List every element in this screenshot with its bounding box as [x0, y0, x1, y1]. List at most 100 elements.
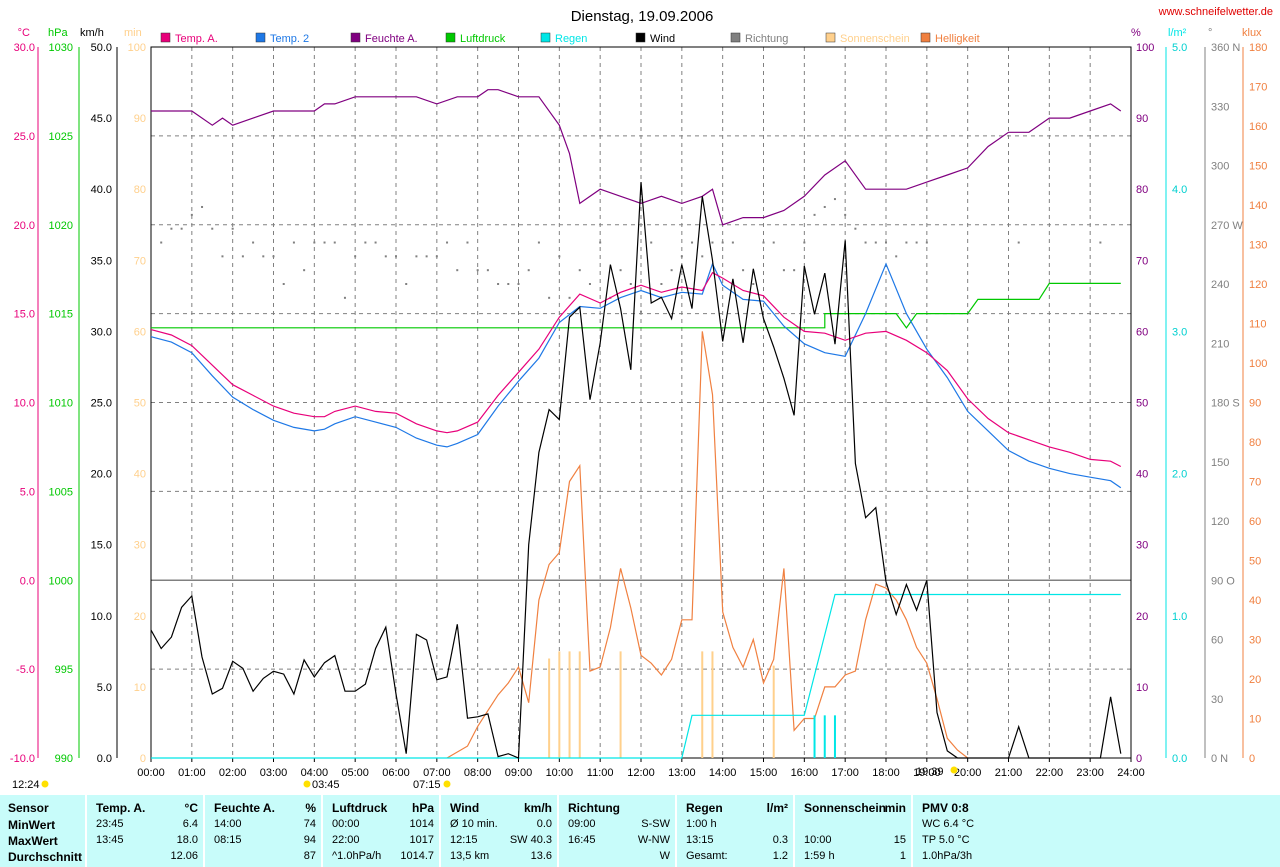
direction-dot — [721, 241, 724, 244]
tick-pressure: 1030 — [49, 42, 73, 54]
stats-header: Sonnenschein — [804, 801, 887, 815]
tick-pressure: 1025 — [49, 131, 73, 143]
stats-value: 1017 — [409, 834, 434, 846]
tick-direction: 330 — [1211, 101, 1229, 113]
tick-time: 18:00 — [872, 767, 900, 779]
direction-dot — [507, 283, 510, 285]
direction-dot — [660, 283, 663, 285]
stats-row-label: MinWert — [8, 818, 56, 832]
direction-dot — [905, 241, 908, 244]
marker-label-sunset: 19:39 — [916, 766, 944, 778]
direction-dot — [241, 255, 244, 258]
tick-direction: 270 W — [1211, 220, 1243, 232]
site-link[interactable]: www.schneifelwetter.de — [1158, 6, 1273, 18]
tick-direction: 360 N — [1211, 42, 1240, 54]
chart-title: Dienstag, 19.09.2006 — [571, 8, 714, 25]
tick-direction: 0 N — [1211, 753, 1228, 765]
sunrise-marker-icon — [443, 780, 451, 788]
legend-label-3: Luftdruck — [460, 33, 506, 45]
direction-dot — [292, 241, 295, 244]
stats-time: 09:00 — [568, 818, 596, 830]
stats-separator — [793, 795, 795, 867]
tick-time: 01:00 — [178, 767, 206, 779]
tick-rain: 4.0 — [1172, 184, 1187, 196]
tick-rain: 2.0 — [1172, 469, 1187, 481]
stats-time: 13:15 — [686, 834, 714, 846]
direction-dot — [752, 283, 755, 285]
stats-header: Sensor — [8, 801, 49, 815]
direction-dot — [323, 241, 326, 244]
axis-title-direction: ° — [1208, 27, 1212, 39]
tick-rain: 3.0 — [1172, 326, 1187, 338]
pressure-line — [151, 282, 1121, 329]
temp-a-line — [150, 271, 1122, 468]
stats-unit: min — [884, 801, 906, 815]
tick-temp: 0.0 — [20, 575, 35, 587]
direction-dot — [925, 241, 928, 244]
rain-line — [151, 593, 1121, 759]
stats-separator — [321, 795, 323, 867]
tick-pressure: 1000 — [49, 575, 73, 587]
direction-dot — [435, 255, 438, 258]
stats-time: 23:45 — [96, 818, 124, 830]
direction-dot — [272, 255, 275, 258]
stats-unit: hPa — [411, 801, 434, 815]
stats-value: 0.0 — [536, 818, 552, 830]
direction-dot — [446, 241, 449, 244]
stats-unit: l/m² — [766, 801, 788, 815]
axis-title-temp: °C — [18, 27, 30, 39]
tick-wind: 50.0 — [91, 42, 112, 54]
direction-dot — [405, 283, 408, 285]
direction-dot — [221, 255, 224, 258]
stats-time: 1:59 h — [804, 850, 835, 862]
tick-brightness: 160 — [1249, 121, 1267, 133]
tick-time: 00:00 — [137, 767, 165, 779]
stats-column-1: Temp. A. °C 23:45 6.4 13:45 18.0 12.06 — [88, 795, 204, 867]
legend-label-8: Helligkeit — [935, 33, 980, 45]
legend-label-6: Richtung — [745, 33, 788, 45]
tick-temp: 25.0 — [14, 131, 35, 143]
direction-dot — [456, 269, 459, 272]
stats-value: 74 — [303, 818, 316, 830]
legend-swatch — [635, 32, 646, 43]
tick-sun: 80 — [134, 184, 146, 196]
tick-time: 12:00 — [627, 767, 655, 779]
tick-humidity: 10 — [1136, 682, 1148, 694]
stats-separator — [557, 795, 559, 867]
direction-dot — [833, 198, 836, 201]
stats-separator — [85, 795, 87, 867]
tick-rain: 0.0 — [1172, 753, 1187, 765]
tick-direction: 90 O — [1211, 575, 1235, 587]
sun-marker-left-icon — [41, 780, 49, 788]
tick-sun: 100 — [128, 42, 146, 54]
stats-time: 00:00 — [332, 818, 360, 830]
direction-dot — [803, 241, 806, 244]
direction-dot — [343, 296, 346, 299]
direction-dot — [895, 255, 898, 258]
direction-dot — [282, 283, 285, 285]
tick-humidity: 50 — [1136, 398, 1148, 410]
direction-dot — [650, 241, 653, 244]
humidity-line — [151, 89, 1122, 226]
direction-dot — [844, 213, 847, 216]
legend-label-4: Regen — [555, 33, 587, 45]
stats-value: 87 — [303, 850, 316, 862]
direction-dot — [333, 241, 336, 244]
tick-brightness: 30 — [1249, 635, 1261, 647]
stats-header: Richtung — [568, 801, 620, 815]
tick-time: 11:00 — [587, 767, 614, 779]
tick-brightness: 130 — [1249, 240, 1267, 252]
stats-time: 14:00 — [214, 818, 242, 830]
stats-time: Ø 10 min. — [450, 818, 498, 830]
axis-title-sun: min — [124, 27, 142, 39]
direction-dot — [354, 255, 357, 258]
stats-header: PMV 0:8 — [922, 801, 969, 815]
tick-sun: 70 — [134, 255, 146, 267]
tick-temp: 30.0 — [14, 42, 35, 54]
tick-time: 15:00 — [750, 767, 778, 779]
stats-time: 22:00 — [332, 834, 360, 846]
direction-dot — [466, 241, 469, 244]
stats-header: Luftdruck — [332, 801, 388, 815]
tick-brightness: 40 — [1249, 595, 1261, 607]
stats-header: Wind — [450, 801, 480, 815]
